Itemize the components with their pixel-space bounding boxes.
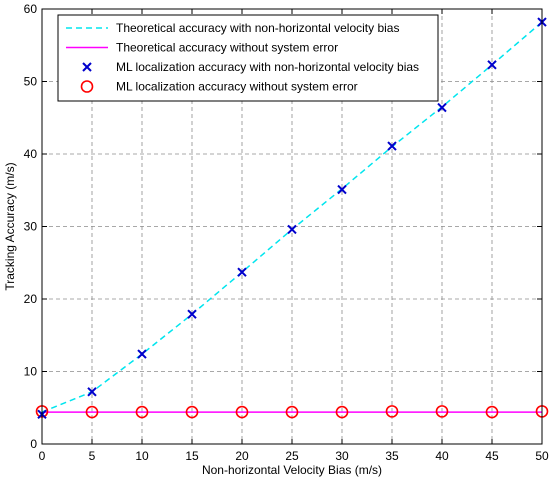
data-point-ml-without-error (85, 405, 99, 419)
data-point-ml-with-bias (337, 184, 347, 195)
data-point-ml-with-bias (137, 349, 147, 359)
data-point-ml-without-error (135, 405, 149, 419)
legend-label-theoretical-without-error: Theoretical accuracy without system erro… (116, 41, 338, 55)
x-tick-label: 45 (485, 449, 499, 463)
marker-stroke (237, 267, 247, 277)
legend-label-ml-without-error: ML localization accuracy without system … (116, 80, 358, 94)
data-point-ml-with-bias (87, 387, 97, 397)
legend-label-theoretical-with-bias: Theoretical accuracy with non-horizontal… (116, 21, 399, 35)
y-axis-title: Tracking Accuracy (m/s) (3, 162, 17, 290)
legend-swatch-red-circle (80, 80, 94, 93)
legend-box (57, 14, 439, 102)
x-tick-label: 5 (89, 449, 96, 463)
y-tick-label: 40 (24, 147, 38, 161)
data-point-ml-with-bias (287, 224, 297, 235)
x-tick-label: 10 (135, 449, 149, 463)
legend-swatch-blue-x (82, 62, 92, 72)
y-tick-label: 0 (30, 437, 37, 451)
x-tick-label: 35 (385, 449, 399, 463)
marker-stroke (337, 184, 347, 195)
x-axis-title: Non-horizontal Velocity Bias (m/s) (202, 463, 382, 477)
axis-ticks: 0 5 10 15 20 25 30 35 40 45 50 0 10 20 30 40 50 60 (24, 2, 549, 463)
data-point-ml-without-error (485, 405, 499, 419)
marker-stroke (137, 349, 147, 359)
x-tick-label: 0 (39, 449, 46, 463)
x-tick-label: 40 (435, 449, 449, 463)
marker-stroke (387, 141, 397, 151)
legend: Theoretical accuracy with non-horizontal… (57, 14, 439, 102)
data-point-ml-without-error (385, 405, 399, 418)
x-tick-label: 50 (535, 449, 549, 463)
marker-stroke (187, 309, 197, 319)
y-tick-label: 60 (24, 2, 38, 16)
y-tick-label: 20 (24, 292, 38, 306)
data-point-ml-with-bias (487, 60, 497, 70)
data-point-ml-with-bias (387, 141, 397, 151)
x-tick-label: 30 (335, 449, 349, 463)
y-tick-label: 10 (24, 365, 38, 379)
x-tick-label: 20 (235, 449, 249, 463)
marker-stroke (437, 102, 447, 113)
data-point-ml-with-bias (437, 102, 447, 113)
data-point-ml-with-bias (187, 309, 197, 319)
legend-label-ml-with-bias: ML localization accuracy with non-horizo… (116, 60, 419, 74)
data-point-ml-without-error (235, 405, 249, 419)
marker-stroke (287, 224, 297, 235)
data-point-ml-with-bias (237, 267, 247, 277)
marker-stroke (487, 60, 497, 70)
data-point-ml-without-error (435, 405, 449, 418)
y-tick-label: 50 (24, 75, 38, 89)
x-tick-label: 15 (185, 449, 199, 463)
marker-stroke (87, 387, 97, 397)
x-tick-label: 25 (285, 449, 299, 463)
data-point-ml-without-error (285, 405, 299, 419)
data-point-ml-without-error (185, 405, 199, 419)
y-tick-label: 30 (24, 220, 38, 234)
marker-stroke (82, 62, 92, 72)
data-point-ml-without-error (335, 405, 349, 419)
